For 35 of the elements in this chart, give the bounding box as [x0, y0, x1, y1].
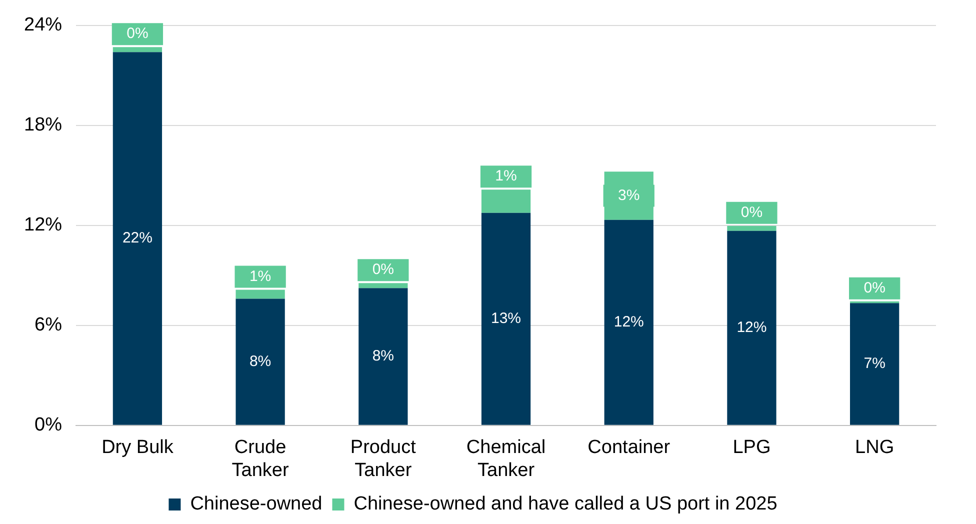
data-label: 0% [740, 204, 763, 222]
y-tick-label: 24% [24, 14, 62, 36]
data-label: 0% [864, 280, 886, 297]
data-label: 7% [864, 355, 886, 372]
bar [236, 298, 285, 425]
bar [850, 303, 900, 425]
y-tick-label: 12% [24, 214, 62, 236]
y-tick-label: 6% [34, 314, 62, 336]
data-label: 0% [126, 25, 148, 42]
x-tick-label: LNG [855, 437, 894, 458]
data-label: 22% [122, 230, 152, 247]
y-tick-label: 18% [24, 114, 62, 136]
bar [112, 52, 162, 425]
bar [358, 288, 408, 425]
data-label: 12% [736, 319, 767, 336]
x-tick-label: Product Tanker [350, 437, 417, 481]
data-label: 13% [491, 310, 522, 328]
y-tick-label: 0% [34, 414, 62, 436]
data-label: 8% [249, 352, 272, 370]
bar [604, 220, 654, 425]
x-tick-label: Chemical Tanker [466, 437, 546, 481]
legend-label: Chinese-owned [190, 494, 322, 515]
legend-label: Chinese-owned and have called a US port in 2025 [354, 494, 778, 515]
data-label: 1% [495, 168, 517, 185]
x-tick-label: Dry Bulk [102, 437, 174, 458]
data-label: 0% [372, 261, 394, 278]
data-label: 12% [614, 314, 644, 331]
data-label: 1% [249, 268, 272, 285]
bar [727, 230, 776, 425]
data-label: 8% [372, 348, 394, 365]
bar [481, 212, 531, 425]
x-tick-label: Crude Tanker [232, 437, 290, 481]
x-tick-label: LPG [732, 437, 771, 458]
x-tick-label: Container [588, 437, 671, 458]
data-label: 3% [618, 186, 640, 204]
